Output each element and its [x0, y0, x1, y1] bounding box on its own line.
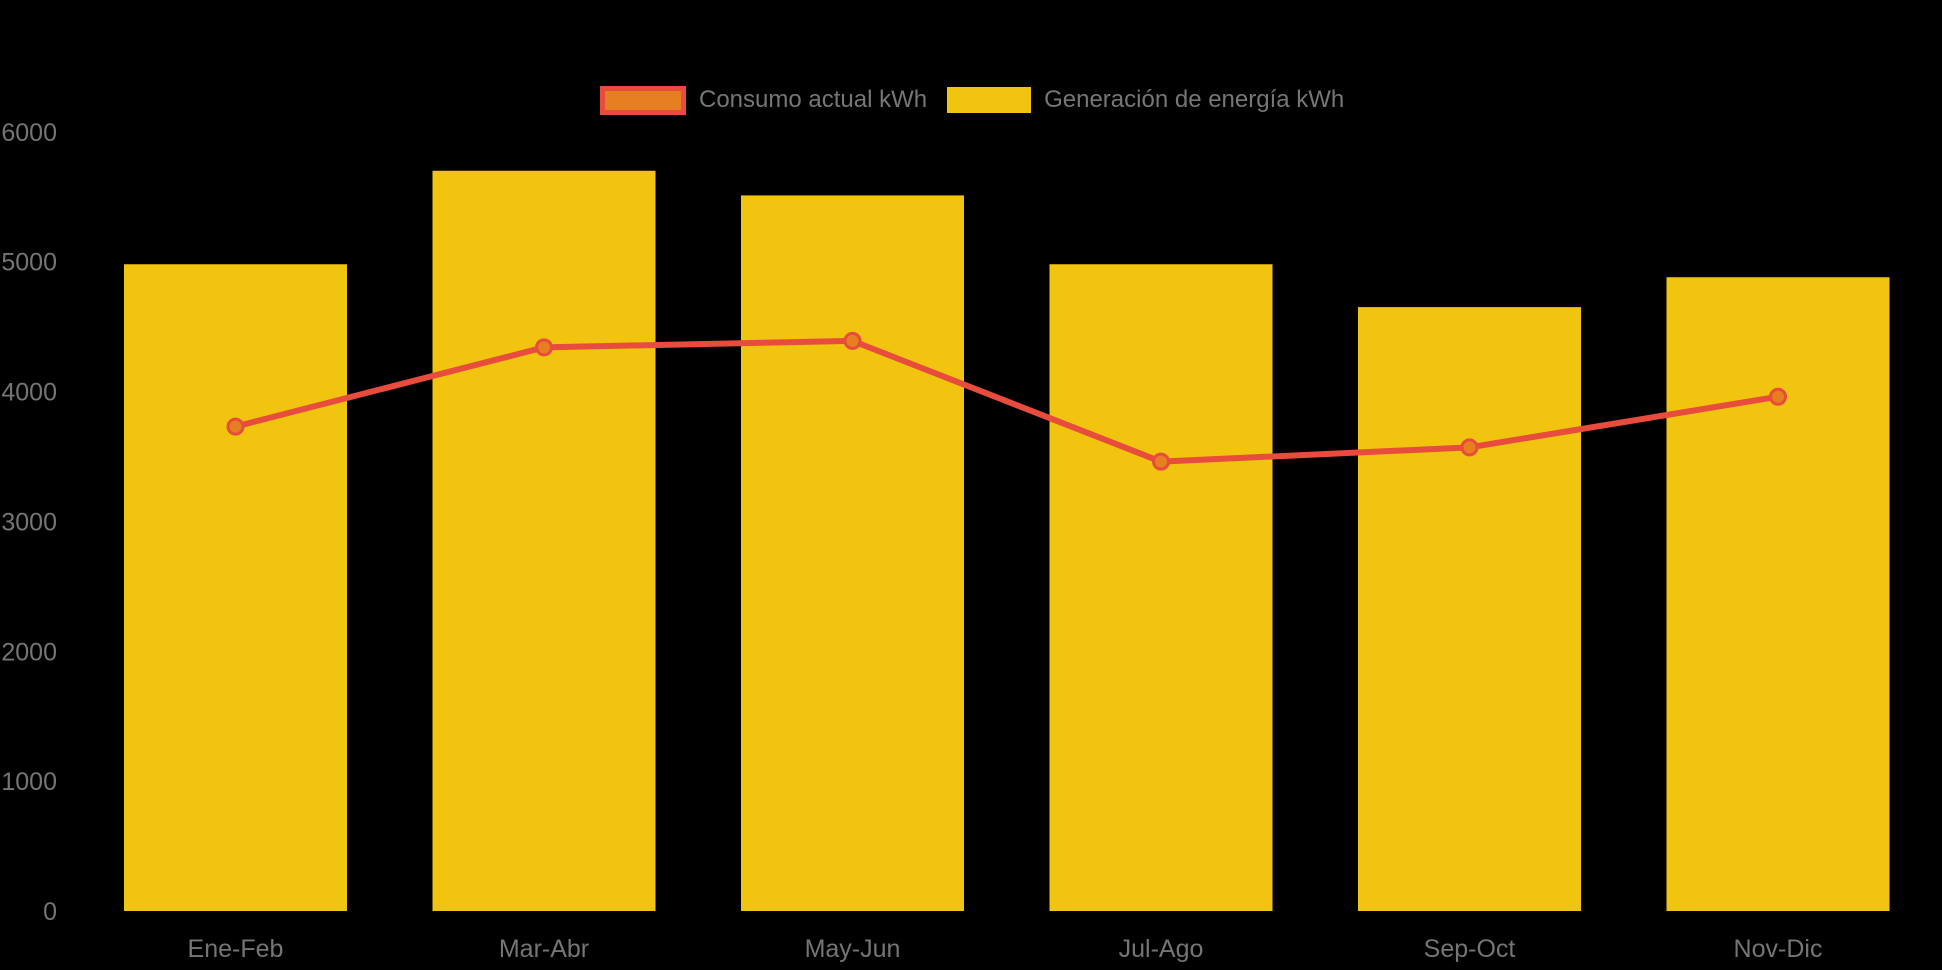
chart-legend: Consumo actual kWh Generación de energía… [600, 85, 1344, 115]
y-axis-tick-label: 4000 [1, 379, 57, 407]
line-point-ene-feb[interactable] [226, 417, 245, 436]
bar-series-swatch-icon [947, 87, 1032, 113]
line-point-jul-ago[interactable] [1152, 452, 1170, 471]
y-axis-tick-label: 0 [43, 898, 57, 926]
bar-nov-dic[interactable] [1666, 277, 1890, 912]
y-axis-tick-label: 5000 [1, 249, 57, 277]
line-point-mar-abr[interactable] [535, 338, 553, 357]
bar-may-jun[interactable] [741, 195, 964, 911]
y-axis-tick-label: 6000 [1, 119, 57, 147]
line-point-nov-dic[interactable] [1769, 387, 1787, 406]
x-axis-label-sep-oct: Sep-Oct [1424, 935, 1516, 963]
x-axis-label-ene-feb: Ene-Feb [188, 935, 284, 963]
legend-item-consumo[interactable]: Consumo actual kWh [600, 85, 927, 115]
line-series-swatch-icon [600, 85, 686, 115]
y-axis-tick-label: 3000 [1, 508, 57, 536]
x-axis-label-mar-abr: Mar-Abr [499, 935, 589, 963]
legend-label-generacion: Generación de energía kWh [1044, 86, 1345, 113]
legend-item-generacion[interactable]: Generación de energía kWh [947, 85, 1344, 115]
consumo-line [232, 337, 1781, 465]
y-axis-tick-label: 1000 [1, 768, 57, 796]
y-axis-tick-label: 2000 [1, 638, 57, 666]
x-axis-label-jul-ago: Jul-Ago [1119, 935, 1204, 963]
bar-mar-abr[interactable] [432, 170, 656, 912]
bar-sep-oct[interactable] [1358, 307, 1581, 911]
line-point-may-jun[interactable] [843, 331, 862, 350]
x-axis-label-nov-dic: Nov-Dic [1734, 935, 1823, 963]
x-axis-label-may-jun: May-Jun [805, 935, 901, 963]
bar-jul-ago[interactable] [1049, 264, 1273, 911]
legend-label-consumo: Consumo actual kWh [699, 86, 928, 113]
line-point-sep-oct[interactable] [1460, 438, 1479, 457]
bar-ene-feb[interactable] [124, 264, 347, 911]
